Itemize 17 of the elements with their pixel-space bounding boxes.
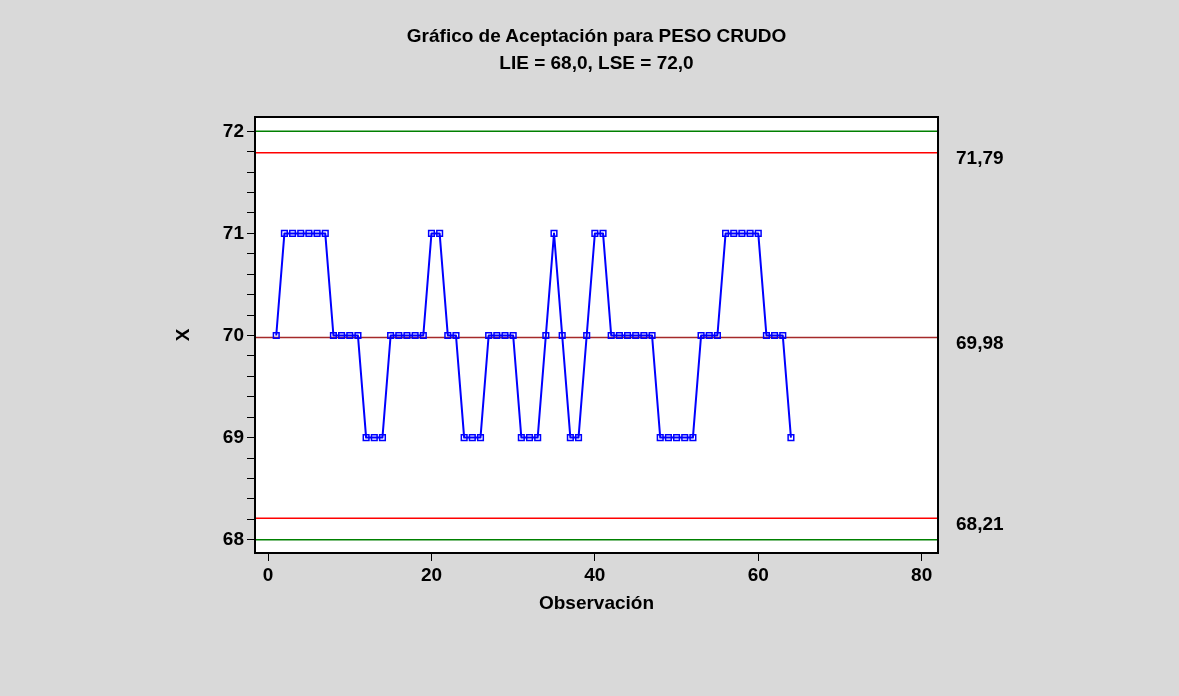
y-axis-title: X xyxy=(171,328,193,342)
x-tick-label: 40 xyxy=(584,563,606,585)
ref-line-label: 68,21 xyxy=(956,512,1004,534)
ref-line-label: 69,98 xyxy=(956,331,1004,353)
x-tick-label: 20 xyxy=(420,563,443,585)
ref-line-label: 71,79 xyxy=(956,146,1004,168)
x-tick-label: 0 xyxy=(262,563,274,585)
y-tick-label: 68 xyxy=(222,527,244,549)
y-tick-label: 72 xyxy=(222,119,244,141)
x-tick-label: 80 xyxy=(911,563,933,585)
chart-subtitle: LIE = 68,0, LSE = 72,0 xyxy=(499,52,694,74)
x-axis-title: Observación xyxy=(538,591,655,613)
y-tick-label: 70 xyxy=(222,323,244,345)
y-tick-label: 69 xyxy=(222,425,244,447)
chart-title: Gráfico de Aceptación para PESO CRUDO xyxy=(406,25,787,47)
x-tick-label: 60 xyxy=(747,563,769,585)
y-tick-label: 71 xyxy=(222,221,245,243)
